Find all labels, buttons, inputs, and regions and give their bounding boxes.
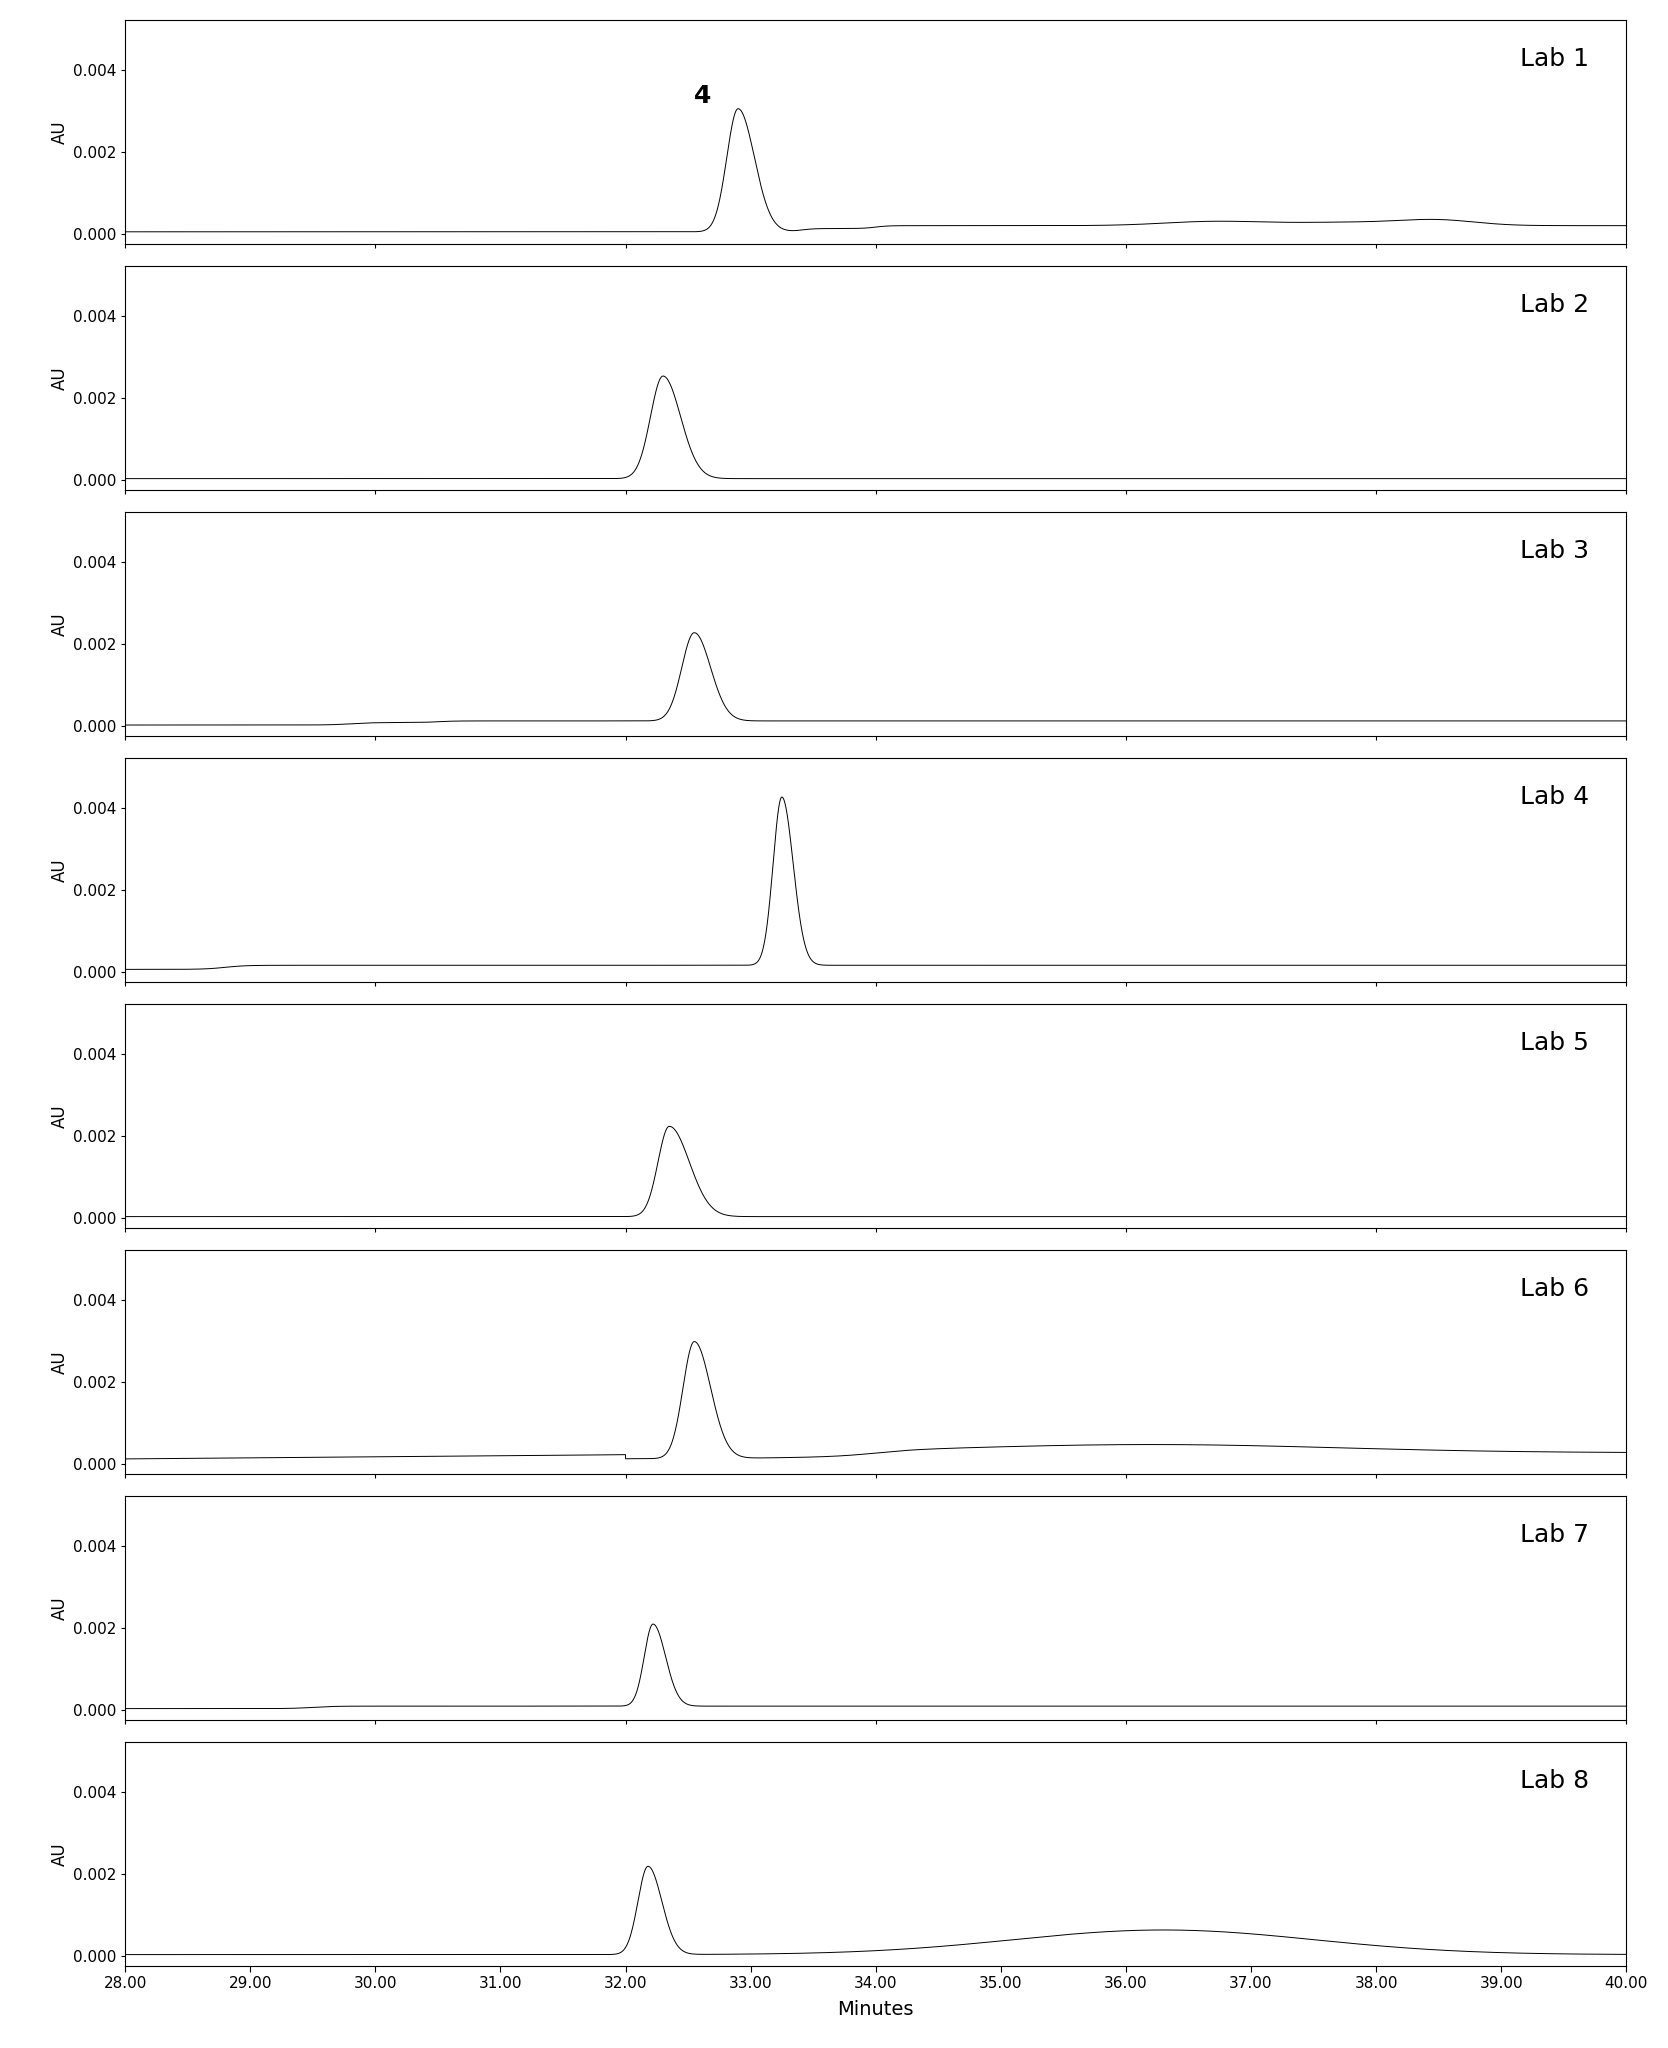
Y-axis label: AU: AU [50,1843,68,1866]
Text: 4: 4 [694,84,712,109]
Text: Lab 4: Lab 4 [1520,784,1588,809]
X-axis label: Minutes: Minutes [837,1999,914,2019]
Text: Lab 5: Lab 5 [1520,1032,1588,1055]
Y-axis label: AU: AU [50,612,68,637]
Y-axis label: AU: AU [50,367,68,389]
Text: Lab 1: Lab 1 [1520,47,1588,72]
Text: Lab 8: Lab 8 [1520,1769,1588,1794]
Text: Lab 3: Lab 3 [1520,539,1588,563]
Y-axis label: AU: AU [50,1350,68,1374]
Y-axis label: AU: AU [50,121,68,143]
Text: Lab 2: Lab 2 [1520,293,1588,317]
Text: Lab 7: Lab 7 [1520,1524,1588,1548]
Y-axis label: AU: AU [50,858,68,883]
Y-axis label: AU: AU [50,1104,68,1128]
Text: Lab 6: Lab 6 [1520,1278,1588,1300]
Y-axis label: AU: AU [50,1597,68,1620]
